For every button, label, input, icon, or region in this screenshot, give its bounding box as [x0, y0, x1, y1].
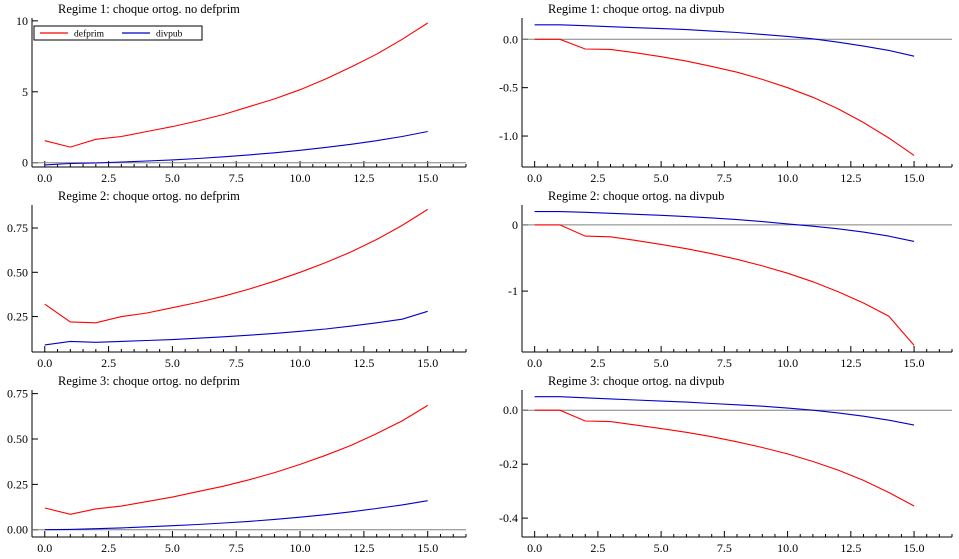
x-tick-label: 0.0: [527, 541, 542, 555]
y-tick-label: -0.2: [499, 457, 518, 471]
y-tick-label: 0.50: [7, 432, 28, 446]
series-line-blue: [534, 24, 915, 57]
series-line-blue: [44, 500, 428, 531]
series-line-blue: [44, 310, 428, 346]
panel-title: Regime 3: choque ortog. no defprim: [58, 374, 240, 388]
panel-title: Regime 3: choque ortog. na divpub: [548, 374, 724, 388]
y-tick-label: 0.25: [7, 310, 28, 324]
chart-panel-3: 0.0 2.5 5.0 7.5 10.0 12.5 15.0 0.25 0.50 0.75 Regi…: [7, 189, 467, 370]
series-line-red: [44, 208, 428, 324]
y-tick-label: 0.75: [7, 221, 28, 235]
panel-title: Regime 1: choque ortog. na divpub: [548, 2, 724, 16]
legend-box: [33, 25, 203, 41]
x-tick-label: 0.0: [37, 171, 52, 185]
x-tick-label: 15.0: [417, 356, 438, 370]
x-tick-label: 7.5: [717, 171, 732, 185]
series-line-red: [534, 409, 915, 507]
y-tick-label: 0.75: [7, 387, 28, 401]
series-line-red: [534, 38, 915, 156]
x-tick-label: 12.5: [840, 171, 861, 185]
x-tick-label: 2.5: [101, 171, 116, 185]
panel-title: Regime 2: choque ortog. na divpub: [548, 189, 724, 203]
x-tick-label: 10.0: [290, 541, 311, 555]
x-tick-label: 0.0: [527, 171, 542, 185]
x-tick-label: 12.5: [353, 356, 374, 370]
x-tick-label: 10.0: [777, 171, 798, 185]
series-line-blue: [534, 396, 915, 426]
x-tick-label: 12.5: [353, 171, 374, 185]
x-tick-label: 10.0: [777, 356, 798, 370]
y-tick-label: 0.25: [7, 477, 28, 491]
x-tick-label: 10.0: [290, 356, 311, 370]
x-tick-label: 7.5: [229, 171, 244, 185]
x-tick-label: 10.0: [290, 171, 311, 185]
y-tick-label: 0: [512, 218, 518, 232]
x-tick-label: 0.0: [37, 541, 52, 555]
panel-title: Regime 2: choque ortog. no defprim: [58, 189, 240, 203]
x-tick-label: 0.0: [527, 356, 542, 370]
x-tick-label: 2.5: [101, 541, 116, 555]
panel-title: Regime 1: choque ortog. no defprim: [58, 2, 240, 16]
y-tick-label: 0: [22, 156, 28, 170]
x-tick-label: 5.0: [165, 541, 180, 555]
series-line-red: [44, 404, 428, 515]
x-tick-label: 0.0: [37, 356, 52, 370]
y-tick-label: -1.0: [499, 129, 518, 143]
y-tick-label: 10: [16, 14, 28, 28]
x-tick-label: 15.0: [417, 171, 438, 185]
y-tick-label: -1: [508, 284, 518, 298]
chart-panel-5: 0.0 2.5 5.0 7.5 10.0 12.5 15.0 0.00 0.25 0.50 0.75…: [7, 374, 467, 555]
y-tick-label: 0.00: [7, 523, 28, 537]
x-tick-label: 2.5: [590, 356, 605, 370]
x-tick-label: 7.5: [717, 541, 732, 555]
legend-label-divpub: divpub: [156, 30, 183, 40]
y-tick-label: -0.4: [499, 511, 518, 525]
x-tick-label: 10.0: [777, 541, 798, 555]
x-tick-label: 12.5: [840, 541, 861, 555]
x-tick-label: 12.5: [353, 541, 374, 555]
series-line-divpub: [44, 130, 428, 166]
x-tick-label: 2.5: [590, 541, 605, 555]
legend-label-defprim: defprim: [74, 29, 105, 40]
series-line-defprim: [44, 22, 428, 148]
chart-panel-1: 0.0 2.5 5.0 7.5 10.0 12.5 15.0 0 5 10 Regime 1: ch…: [16, 2, 467, 185]
x-tick-label: 5.0: [165, 171, 180, 185]
x-tick-label: 5.0: [654, 171, 669, 185]
x-tick-label: 5.0: [654, 356, 669, 370]
x-tick-label: 15.0: [417, 541, 438, 555]
x-tick-label: 15.0: [904, 171, 925, 185]
series-line-red: [534, 224, 915, 346]
y-tick-label: 0.50: [7, 265, 28, 279]
y-tick-label: -0.5: [499, 81, 518, 95]
x-tick-label: 2.5: [101, 356, 116, 370]
x-tick-label: 7.5: [717, 356, 732, 370]
y-tick-label: 0.0: [503, 32, 518, 46]
x-tick-label: 5.0: [654, 541, 669, 555]
x-tick-label: 15.0: [904, 541, 925, 555]
x-tick-label: 15.0: [904, 356, 925, 370]
x-tick-label: 7.5: [229, 356, 244, 370]
x-tick-label: 5.0: [165, 356, 180, 370]
chart-panel-6: 0.0 2.5 5.0 7.5 10.0 12.5 15.0 0.0 -0.2 -0.4 Regim…: [499, 374, 953, 555]
x-tick-label: 7.5: [229, 541, 244, 555]
y-tick-label: 0.0: [503, 403, 518, 417]
x-tick-label: 12.5: [840, 356, 861, 370]
series-line-blue: [534, 211, 915, 242]
chart-panel-4: 0.0 2.5 5.0 7.5 10.0 12.5 15.0 0 -1 Regime 2: cho…: [508, 189, 953, 370]
chart-panel-2: 0.0 2.5 5.0 7.5 10.0 12.5 15.0 0.0 -0.5 -1.0 Regim…: [499, 2, 953, 185]
x-tick-label: 2.5: [590, 171, 605, 185]
y-tick-label: 5: [22, 85, 28, 99]
